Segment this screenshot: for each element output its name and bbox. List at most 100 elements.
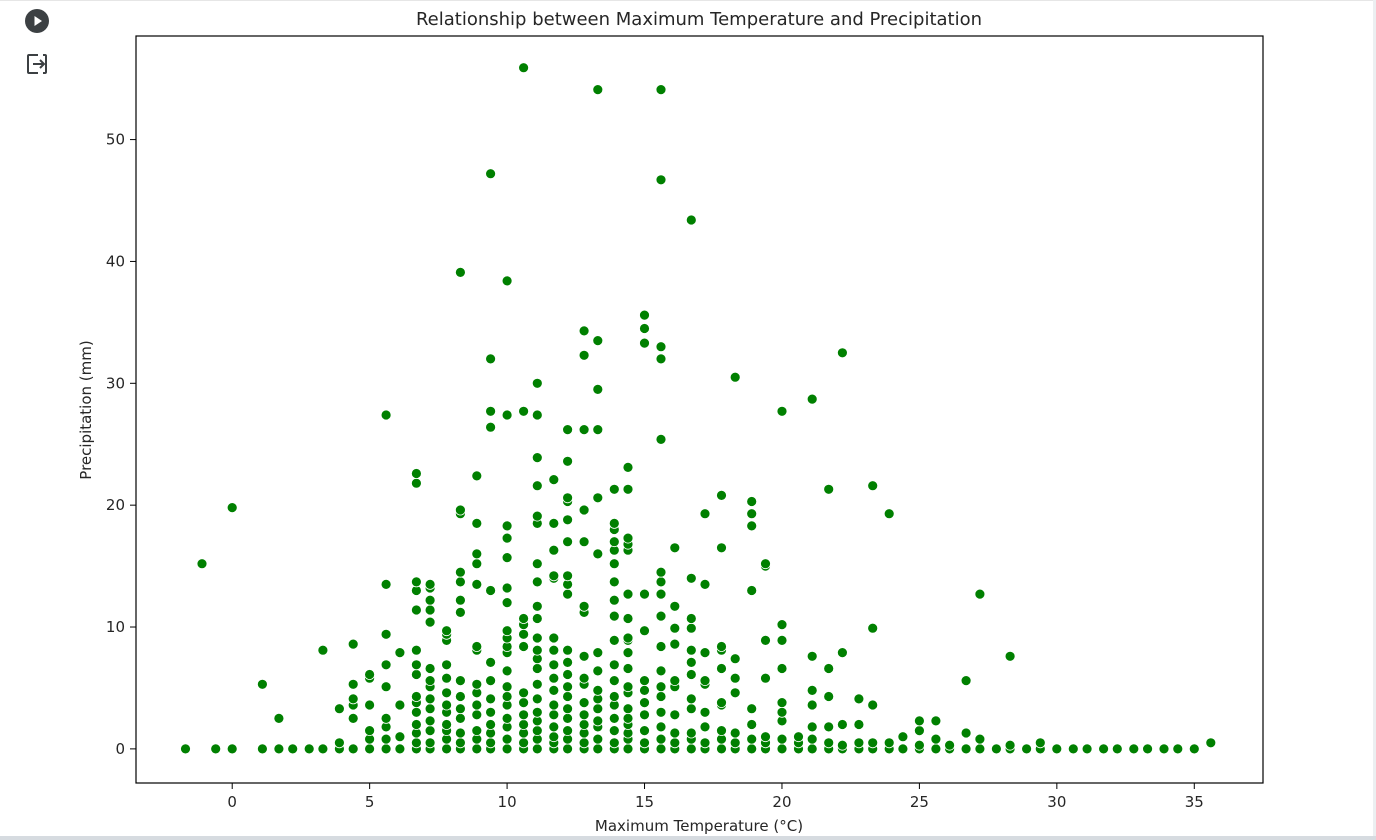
data-point [622,632,634,644]
data-point [531,576,543,588]
data-point [639,323,650,334]
chart-title: Relationship between Maximum Temperature… [416,9,982,30]
y-axis-title: Precipitation (mm) [77,340,95,479]
data-point [608,737,620,749]
data-point [699,647,711,658]
data-point [548,644,560,656]
data-point [501,552,513,563]
data-point [639,725,650,736]
data-point [729,371,741,383]
data-point [655,174,667,186]
data-point [273,743,285,755]
data-point [441,687,453,699]
data-point [364,699,376,711]
data-point [578,536,590,548]
data-point [608,536,620,548]
x-tick-label: 0 [227,793,237,811]
data-point [518,687,529,699]
data-point [655,665,667,677]
data-point [608,635,620,646]
data-point [394,647,406,658]
data-point [1111,743,1123,755]
data-point [454,576,466,588]
data-point [562,514,573,526]
data-point [485,421,497,433]
x-tick-label: 5 [365,793,375,811]
data-point [669,737,681,749]
data-point [746,719,758,730]
data-point [485,405,497,417]
data-point [944,739,955,751]
data-point [685,693,697,705]
data-point [1004,739,1016,751]
data-point [531,693,543,705]
output-toggle-button[interactable] [22,49,52,79]
data-point [1172,743,1184,755]
data-point [531,409,543,421]
data-point [485,585,497,596]
data-point [776,619,788,630]
data-point [485,693,497,705]
data-point [548,699,560,711]
data-point [883,737,895,749]
data-point [897,731,909,743]
data-point [501,691,513,702]
data-point [622,713,634,724]
data-point [639,737,650,749]
data-point [1158,743,1170,755]
data-point [699,721,711,733]
data-point [471,725,483,736]
data-point [347,693,359,705]
data-point [622,588,634,600]
data-point [639,697,650,708]
data-point [424,616,436,628]
data-point [518,709,529,721]
data-point [991,743,1002,755]
data-point [729,687,741,699]
data-point [454,727,466,739]
data-point [424,737,436,749]
data-point [578,650,590,662]
data-point [608,675,620,686]
data-point [960,675,972,686]
data-point [716,743,727,755]
data-point [592,548,604,560]
data-point [471,470,483,482]
data-point [485,353,497,365]
data-point [548,659,560,671]
data-point [562,713,573,724]
data-point [562,657,573,668]
data-point [501,733,513,745]
x-tick-label: 35 [1185,793,1204,811]
data-point [578,504,590,516]
data-point [410,659,422,671]
data-point [716,641,727,652]
data-point [196,558,208,570]
data-point [699,706,711,718]
data-point [562,725,573,736]
data-point [685,657,697,668]
data-point [655,433,667,445]
data-point [1034,737,1046,749]
data-point [669,542,681,554]
data-point [639,685,650,696]
data-point [548,518,560,529]
data-point [410,477,422,489]
data-point [746,733,758,745]
data-point [578,349,590,361]
data-point [562,703,573,715]
data-point [608,659,620,671]
data-point [655,588,667,600]
data-point [548,731,560,743]
data-point [960,743,972,755]
data-point [424,663,436,674]
data-point [454,566,466,578]
data-point [226,502,238,514]
data-point [273,713,285,724]
data-point [317,743,329,755]
data-point [776,663,788,674]
data-point [501,625,513,637]
run-cell-button[interactable] [22,6,52,36]
data-point [760,672,771,684]
data-point [578,737,590,749]
